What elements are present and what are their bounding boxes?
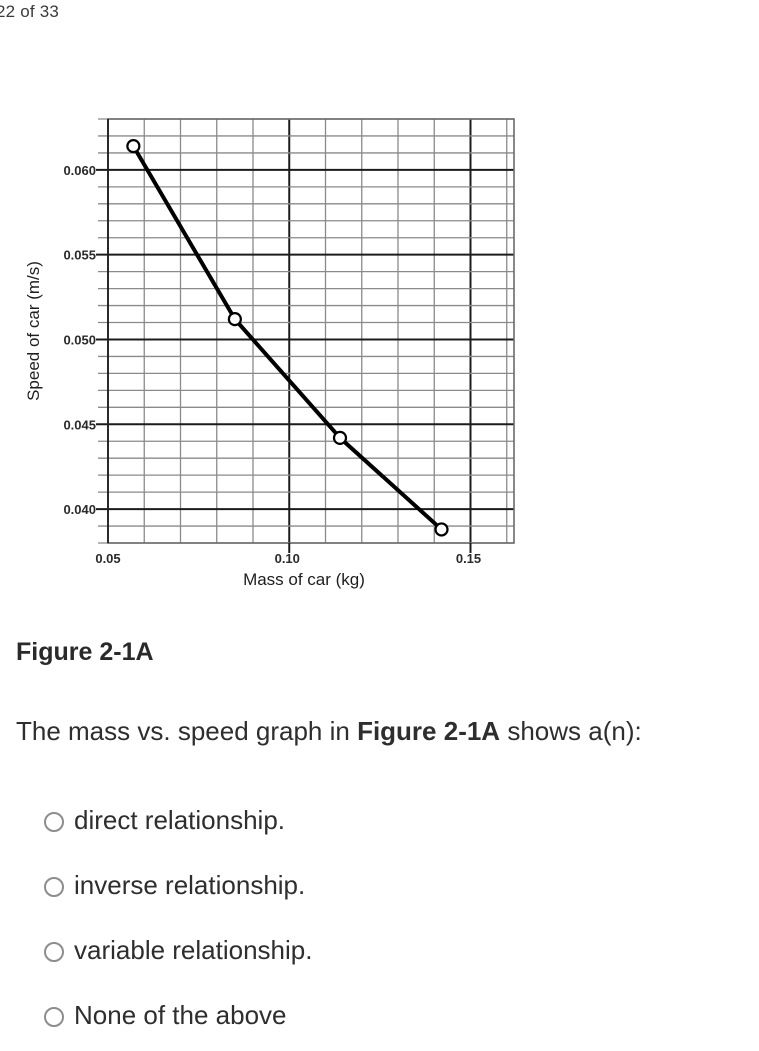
radio-button-icon[interactable] [44,941,64,962]
question-text-after: shows a(n): [500,716,642,746]
x-tick-label: 0.05 [95,551,120,566]
radio-button-icon[interactable] [44,811,64,832]
y-tick-label: 0.060 [63,163,96,178]
x-tick-label: 0.15 [456,551,481,566]
option-none-of-the-above[interactable]: None of the above [44,983,312,1048]
option-variable-relationship[interactable]: variable relationship. [44,918,312,983]
data-point-marker [332,430,348,445]
x-tick-label: 0.10 [275,551,300,566]
question-figure-ref: Figure 2-1A [357,716,501,746]
y-tick-label: 0.045 [63,417,96,432]
x-axis-label: Mass of car (kg) [243,570,365,589]
option-inverse-relationship[interactable]: inverse relationship. [44,853,312,918]
option-label: variable relationship. [74,935,313,965]
question-text-before: The mass vs. speed graph in [16,716,358,746]
figure-caption: Figure 2-1A [16,638,154,666]
data-line [131,145,443,531]
radio-button-icon[interactable] [44,1006,64,1027]
page-counter: 22 of 33 [0,2,60,21]
answer-options: direct relationship. inverse relationshi… [44,788,312,1048]
line-chart: 0.05 0.10 0.15 0.040 0.045 0.050 0.055 0.060 Mas… [24,118,515,589]
y-tick-label: 0.050 [63,332,96,347]
option-label: direct relationship. [74,805,285,835]
data-point-marker [126,139,141,154]
option-label: inverse relationship. [74,870,306,900]
y-tick-label: 0.055 [63,248,96,263]
plot-frame [107,118,515,544]
y-tick-label: 0.040 [63,502,96,517]
figure-chart: 0.05 0.10 0.15 0.040 0.045 0.050 0.055 0.060 Mas… [0,0,560,600]
data-point-marker [227,312,242,327]
radio-button-icon[interactable] [44,876,64,897]
option-label: None of the above [74,1000,287,1030]
y-axis-label: Speed of car (m/s) [24,261,43,401]
question-text: The mass vs. speed graph in Figure 2-1A … [16,716,642,747]
data-point-marker [434,522,449,537]
option-direct-relationship[interactable]: direct relationship. [44,788,312,853]
